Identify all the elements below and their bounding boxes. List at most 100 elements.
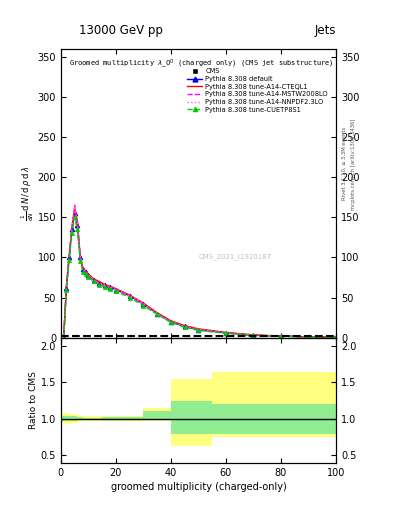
Pythia 8.308 tune-CUETP8S1 bbox=[224, 330, 228, 336]
Pythia 8.308 tune-A14-NNPDF2.3LO bbox=[114, 286, 118, 292]
Pythia 8.308 default bbox=[155, 310, 160, 316]
Pythia 8.308 tune-A14-CTEQL1 bbox=[306, 334, 311, 340]
Pythia 8.308 tune-A14-MSTW2008LO bbox=[70, 225, 74, 231]
Pythia 8.308 default bbox=[127, 293, 132, 299]
Pythia 8.308 tune-A14-MSTW2008LO bbox=[251, 332, 256, 338]
Pythia 8.308 tune-A14-CTEQL1 bbox=[155, 310, 160, 316]
Pythia 8.308 tune-A14-MSTW2008LO bbox=[92, 277, 96, 283]
Pythia 8.308 default bbox=[81, 266, 85, 272]
Pythia 8.308 tune-CUETP8S1 bbox=[279, 333, 283, 339]
Pythia 8.308 tune-CUETP8S1 bbox=[155, 311, 160, 317]
Pythia 8.308 tune-A14-CTEQL1 bbox=[334, 334, 338, 340]
Pythia 8.308 default bbox=[108, 284, 113, 290]
Pythia 8.308 tune-A14-MSTW2008LO bbox=[141, 301, 146, 307]
Pythia 8.308 tune-CUETP8S1 bbox=[81, 269, 85, 275]
Pythia 8.308 tune-A14-CTEQL1 bbox=[279, 333, 283, 339]
Pythia 8.308 default bbox=[182, 324, 187, 330]
Pythia 8.308 tune-A14-MSTW2008LO bbox=[279, 333, 283, 339]
Pythia 8.308 tune-A14-CTEQL1 bbox=[251, 332, 256, 338]
Pythia 8.308 tune-A14-CTEQL1 bbox=[70, 224, 74, 230]
Pythia 8.308 tune-CUETP8S1 bbox=[251, 332, 256, 338]
Pythia 8.308 tune-A14-NNPDF2.3LO bbox=[334, 334, 338, 340]
Pythia 8.308 default bbox=[72, 210, 77, 216]
Pythia 8.308 tune-A14-NNPDF2.3LO bbox=[127, 293, 132, 299]
Text: mcplots.cern.ch [arXiv:1306.3436]: mcplots.cern.ch [arXiv:1306.3436] bbox=[351, 118, 356, 209]
Pythia 8.308 default bbox=[169, 318, 173, 325]
Pythia 8.308 default bbox=[306, 334, 311, 340]
Y-axis label: Ratio to CMS: Ratio to CMS bbox=[29, 372, 38, 430]
Line: Pythia 8.308 default: Pythia 8.308 default bbox=[61, 211, 338, 340]
Pythia 8.308 tune-A14-MSTW2008LO bbox=[224, 330, 228, 336]
Legend: CMS, Pythia 8.308 default, Pythia 8.308 tune-A14-CTEQL1, Pythia 8.308 tune-A14-M: CMS, Pythia 8.308 default, Pythia 8.308 … bbox=[185, 67, 330, 115]
Pythia 8.308 default bbox=[97, 280, 102, 286]
Text: Jets: Jets bbox=[314, 24, 336, 37]
Pythia 8.308 tune-A14-NNPDF2.3LO bbox=[224, 330, 228, 336]
Pythia 8.308 tune-CUETP8S1 bbox=[141, 303, 146, 309]
Pythia 8.308 tune-A14-NNPDF2.3LO bbox=[86, 272, 91, 278]
Pythia 8.308 tune-CUETP8S1 bbox=[182, 324, 187, 330]
Pythia 8.308 tune-CUETP8S1 bbox=[306, 334, 311, 340]
Pythia 8.308 tune-A14-CTEQL1 bbox=[108, 283, 113, 289]
Pythia 8.308 tune-A14-NNPDF2.3LO bbox=[169, 318, 173, 325]
Pythia 8.308 tune-A14-MSTW2008LO bbox=[67, 254, 72, 261]
Pythia 8.308 tune-A14-NNPDF2.3LO bbox=[141, 301, 146, 307]
Pythia 8.308 tune-A14-CTEQL1 bbox=[86, 271, 91, 278]
Pythia 8.308 tune-A14-NNPDF2.3LO bbox=[155, 310, 160, 316]
Pythia 8.308 default bbox=[78, 254, 83, 261]
Pythia 8.308 tune-A14-NNPDF2.3LO bbox=[83, 269, 88, 275]
Pythia 8.308 tune-CUETP8S1 bbox=[97, 282, 102, 288]
Pythia 8.308 tune-A14-MSTW2008LO bbox=[81, 266, 85, 272]
Pythia 8.308 tune-A14-CTEQL1 bbox=[196, 326, 201, 332]
Pythia 8.308 tune-A14-MSTW2008LO bbox=[75, 220, 80, 226]
Pythia 8.308 default bbox=[64, 285, 69, 291]
Pythia 8.308 tune-CUETP8S1 bbox=[169, 319, 173, 326]
Pythia 8.308 tune-CUETP8S1 bbox=[196, 327, 201, 333]
Pythia 8.308 tune-A14-MSTW2008LO bbox=[182, 324, 187, 330]
Pythia 8.308 tune-A14-MSTW2008LO bbox=[169, 318, 173, 325]
Pythia 8.308 default bbox=[251, 332, 256, 338]
Pythia 8.308 tune-A14-MSTW2008LO bbox=[155, 310, 160, 316]
Pythia 8.308 default bbox=[141, 301, 146, 307]
Pythia 8.308 tune-A14-MSTW2008LO bbox=[196, 327, 201, 333]
Pythia 8.308 tune-A14-NNPDF2.3LO bbox=[75, 220, 80, 226]
Line: Pythia 8.308 tune-A14-MSTW2008LO: Pythia 8.308 tune-A14-MSTW2008LO bbox=[64, 205, 336, 338]
Pythia 8.308 tune-A14-NNPDF2.3LO bbox=[97, 280, 102, 286]
Pythia 8.308 tune-A14-CTEQL1 bbox=[64, 283, 69, 289]
Pythia 8.308 default bbox=[67, 254, 72, 261]
Pythia 8.308 tune-A14-NNPDF2.3LO bbox=[61, 335, 66, 341]
Pythia 8.308 tune-A14-NNPDF2.3LO bbox=[78, 253, 83, 259]
Pythia 8.308 tune-CUETP8S1 bbox=[61, 335, 66, 341]
Pythia 8.308 tune-A14-CTEQL1 bbox=[81, 265, 85, 271]
Pythia 8.308 tune-CUETP8S1 bbox=[83, 271, 88, 278]
Line: Pythia 8.308 tune-A14-CTEQL1: Pythia 8.308 tune-A14-CTEQL1 bbox=[64, 209, 336, 338]
Y-axis label: $\frac{1}{\mathrm{d}N}\,\mathrm{d}\,N\,/\,\mathrm{d}\,\rho\,\mathrm{d}\,\lambda$: $\frac{1}{\mathrm{d}N}\,\mathrm{d}\,N\,/… bbox=[20, 165, 36, 221]
Line: Pythia 8.308 tune-CUETP8S1: Pythia 8.308 tune-CUETP8S1 bbox=[62, 215, 338, 340]
Pythia 8.308 default bbox=[196, 327, 201, 333]
Pythia 8.308 tune-A14-NNPDF2.3LO bbox=[64, 284, 69, 290]
Pythia 8.308 tune-A14-CTEQL1 bbox=[67, 253, 72, 259]
Pythia 8.308 tune-A14-NNPDF2.3LO bbox=[67, 253, 72, 260]
Pythia 8.308 tune-A14-CTEQL1 bbox=[72, 206, 77, 212]
Pythia 8.308 tune-A14-MSTW2008LO bbox=[108, 284, 113, 290]
X-axis label: groomed multiplicity (charged-only): groomed multiplicity (charged-only) bbox=[110, 482, 286, 493]
Pythia 8.308 tune-A14-MSTW2008LO bbox=[61, 335, 66, 341]
Pythia 8.308 default bbox=[70, 226, 74, 232]
Pythia 8.308 tune-A14-CTEQL1 bbox=[97, 279, 102, 285]
Pythia 8.308 default bbox=[86, 272, 91, 278]
Pythia 8.308 tune-A14-NNPDF2.3LO bbox=[108, 284, 113, 290]
Pythia 8.308 tune-A14-CTEQL1 bbox=[75, 218, 80, 224]
Pythia 8.308 tune-A14-NNPDF2.3LO bbox=[92, 277, 96, 283]
Pythia 8.308 tune-A14-MSTW2008LO bbox=[97, 280, 102, 286]
Pythia 8.308 default bbox=[75, 222, 80, 228]
Pythia 8.308 tune-A14-CTEQL1 bbox=[61, 335, 66, 341]
Pythia 8.308 default bbox=[83, 269, 88, 275]
Line: Pythia 8.308 tune-A14-NNPDF2.3LO: Pythia 8.308 tune-A14-NNPDF2.3LO bbox=[64, 207, 336, 338]
Pythia 8.308 tune-A14-MSTW2008LO bbox=[64, 284, 69, 290]
Pythia 8.308 tune-A14-CTEQL1 bbox=[103, 282, 107, 288]
Pythia 8.308 tune-A14-NNPDF2.3LO bbox=[70, 225, 74, 231]
Pythia 8.308 tune-A14-NNPDF2.3LO bbox=[72, 204, 77, 210]
Pythia 8.308 tune-CUETP8S1 bbox=[86, 274, 91, 281]
Pythia 8.308 tune-CUETP8S1 bbox=[64, 286, 69, 292]
Pythia 8.308 tune-A14-MSTW2008LO bbox=[114, 286, 118, 292]
Pythia 8.308 tune-A14-MSTW2008LO bbox=[78, 253, 83, 260]
